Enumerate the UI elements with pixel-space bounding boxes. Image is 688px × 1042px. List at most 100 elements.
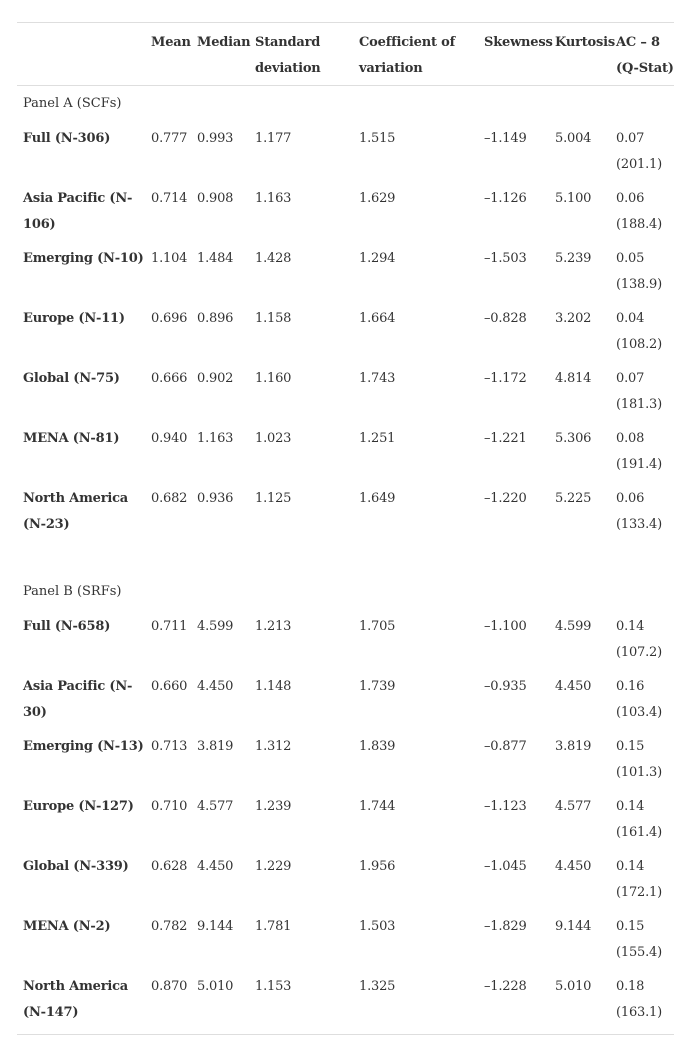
median-cell: 4.599 — [197, 619, 234, 634]
coefficient-of-variation-cell: 1.629 — [359, 191, 396, 206]
skewness-cell: –1.503 — [484, 251, 527, 266]
median-cell: 9.144 — [197, 919, 234, 934]
kurtosis-cell: 5.306 — [555, 431, 592, 446]
table-row: Emerging (N-13) 0.713 3.819 1.312 1.839 –0.87… — [17, 734, 674, 794]
coefficient-of-variation-cell: 1.649 — [359, 491, 396, 506]
ac-8-value: 0.16 — [616, 679, 645, 694]
ac-8-cell: 0.15 (155.4) — [616, 914, 662, 966]
panel-spacer — [17, 546, 674, 574]
skewness-cell: –0.877 — [484, 739, 527, 754]
q-stat-value: (107.2) — [616, 645, 662, 660]
ac-8-value: 0.18 — [616, 979, 645, 994]
kurtosis-cell: 3.202 — [555, 311, 592, 326]
median-cell: 4.577 — [197, 799, 234, 814]
ac-8-cell: 0.04 (108.2) — [616, 306, 662, 358]
row-label: North America (N-23) — [23, 491, 129, 532]
kurtosis-cell: 4.450 — [555, 679, 592, 694]
header-median: Median — [197, 35, 251, 50]
mean-cell: 0.666 — [151, 371, 188, 386]
q-stat-value: (181.3) — [616, 397, 662, 412]
skewness-cell: –1.126 — [484, 191, 527, 206]
skewness-cell: –1.123 — [484, 799, 527, 814]
ac-8-cell: 0.16 (103.4) — [616, 674, 662, 726]
table-row: Asia Pacific (N-106) 0.714 0.908 1.163 1.629… — [17, 186, 674, 246]
kurtosis-cell: 5.100 — [555, 191, 592, 206]
ac-8-value: 0.14 — [616, 619, 645, 634]
header-coefficient-of-variation: Coefficient of variation — [359, 35, 455, 76]
ac-8-cell: 0.07 (201.1) — [616, 126, 662, 178]
kurtosis-cell: 4.577 — [555, 799, 592, 814]
kurtosis-cell: 5.004 — [555, 131, 592, 146]
q-stat-value: (103.4) — [616, 705, 662, 720]
ac-8-cell: 0.07 (181.3) — [616, 366, 662, 418]
kurtosis-cell: 4.450 — [555, 859, 592, 874]
coefficient-of-variation-cell: 1.515 — [359, 131, 396, 146]
mean-cell: 0.682 — [151, 491, 188, 506]
row-label: Emerging (N-10) — [23, 251, 144, 266]
row-label: Full (N-306) — [23, 131, 111, 146]
mean-cell: 0.711 — [151, 619, 188, 634]
skewness-cell: –0.935 — [484, 679, 527, 694]
mean-cell: 0.870 — [151, 979, 188, 994]
ac-8-value: 0.06 — [616, 191, 645, 206]
coefficient-of-variation-cell: 1.251 — [359, 431, 396, 446]
coefficient-of-variation-cell: 1.664 — [359, 311, 396, 326]
table-bottom-rule — [17, 1034, 674, 1035]
q-stat-value: (201.1) — [616, 157, 662, 172]
mean-cell: 0.710 — [151, 799, 188, 814]
row-label: MENA (N-2) — [23, 919, 111, 934]
q-stat-value: (108.2) — [616, 337, 662, 352]
standard-deviation-cell: 1.229 — [255, 859, 292, 874]
mean-cell: 0.777 — [151, 131, 188, 146]
ac-8-value: 0.15 — [616, 739, 645, 754]
row-label: Europe (N-11) — [23, 311, 125, 326]
table-row: North America (N-147) 0.870 5.010 1.153 1.32… — [17, 974, 674, 1034]
table-row: Europe (N-127) 0.710 4.577 1.239 1.744 –1.123… — [17, 794, 674, 854]
kurtosis-cell: 4.814 — [555, 371, 592, 386]
mean-cell: 0.696 — [151, 311, 188, 326]
skewness-cell: –1.100 — [484, 619, 527, 634]
ac-8-value: 0.05 — [616, 251, 645, 266]
table-row: Global (N-75) 0.666 0.902 1.160 1.743 –1.172 4… — [17, 366, 674, 426]
standard-deviation-cell: 1.148 — [255, 679, 292, 694]
row-label: Asia Pacific (N-106) — [23, 191, 133, 232]
coefficient-of-variation-cell: 1.325 — [359, 979, 396, 994]
statistics-table: Mean Median Standard deviation Coefficie… — [17, 22, 674, 1035]
row-label: Asia Pacific (N-30) — [23, 679, 133, 720]
q-stat-value: (172.1) — [616, 885, 662, 900]
coefficient-of-variation-cell: 1.839 — [359, 739, 396, 754]
ac-8-value: 0.15 — [616, 919, 645, 934]
coefficient-of-variation-cell: 1.743 — [359, 371, 396, 386]
row-label: Full (N-658) — [23, 619, 111, 634]
skewness-cell: –1.149 — [484, 131, 527, 146]
ac-8-cell: 0.15 (101.3) — [616, 734, 662, 786]
standard-deviation-cell: 1.213 — [255, 619, 292, 634]
q-stat-value: (101.3) — [616, 765, 662, 780]
standard-deviation-cell: 1.239 — [255, 799, 292, 814]
median-cell: 1.163 — [197, 431, 234, 446]
kurtosis-cell: 9.144 — [555, 919, 592, 934]
table-row: MENA (N-2) 0.782 9.144 1.781 1.503 –1.829 9.14… — [17, 914, 674, 974]
ac-8-value: 0.06 — [616, 491, 645, 506]
skewness-cell: –0.828 — [484, 311, 527, 326]
skewness-cell: –1.045 — [484, 859, 527, 874]
median-cell: 3.819 — [197, 739, 234, 754]
q-stat-value: (155.4) — [616, 945, 662, 960]
row-label: Europe (N-127) — [23, 799, 134, 814]
ac-8-cell: 0.14 (161.4) — [616, 794, 662, 846]
header-ac-8-q-stat: AC – 8 (Q-Stat) — [616, 35, 674, 76]
standard-deviation-cell: 1.781 — [255, 919, 292, 934]
row-label: North America (N-147) — [23, 979, 129, 1020]
header-standard-deviation: Standard deviation — [255, 35, 321, 76]
ac-8-cell: 0.14 (172.1) — [616, 854, 662, 906]
mean-cell: 0.628 — [151, 859, 188, 874]
ac-8-cell: 0.06 (188.4) — [616, 186, 662, 238]
skewness-cell: –1.172 — [484, 371, 527, 386]
header-mean: Mean — [151, 35, 191, 50]
table-row: Asia Pacific (N-30) 0.660 4.450 1.148 1.739 –… — [17, 674, 674, 734]
skewness-cell: –1.221 — [484, 431, 527, 446]
median-cell: 0.993 — [197, 131, 234, 146]
q-stat-value: (191.4) — [616, 457, 662, 472]
coefficient-of-variation-cell: 1.739 — [359, 679, 396, 694]
ac-8-cell: 0.18 (163.1) — [616, 974, 662, 1026]
